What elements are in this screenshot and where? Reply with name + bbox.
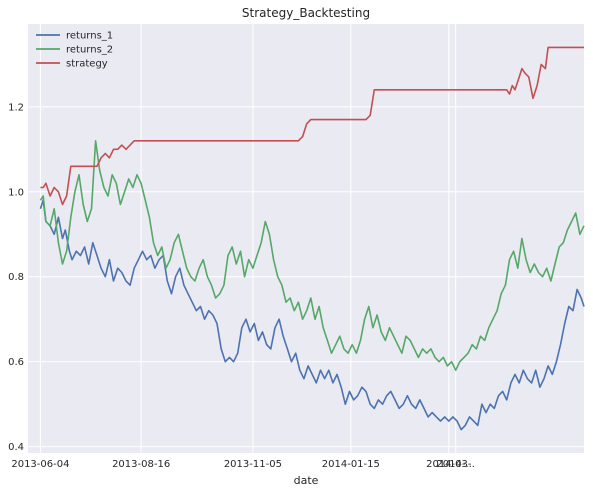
x-tick-labels: 2013-06-04 2013-08-16 2013-11-05 2014-01-15… [11,459,475,470]
series-line-returns-2 [39,140,585,372]
y-tick-label: 1.0 [8,187,24,198]
x-axis-label: date [294,474,319,487]
x-tick-label: 2013-11-05 [224,459,282,470]
y-tick-label: 0.4 [8,442,24,453]
chart-title: Strategy_Backtesting [242,6,370,20]
legend-label: returns_2 [66,45,113,56]
y-tick-label: 0.6 [8,357,24,368]
x-tick-label: 2014-03- [426,459,472,470]
legend-label: returns_1 [66,31,113,42]
x-tick-label: 2014-01-15 [322,459,380,470]
x-tick-label: 2013-06-04 [11,459,69,470]
y-tick-label: 0.8 [8,272,24,283]
y-tick-label: 1.2 [8,102,24,113]
y-tick-labels: 0.4 0.6 0.8 1.0 1.2 [8,102,24,453]
legend-label: strategy [66,59,108,70]
grid [28,24,584,453]
x-tick-label: 2014-... [436,459,475,470]
x-tick-label: 2013-08-16 [112,459,170,470]
series-line-returns-1 [39,199,585,431]
series-line-strategy [40,46,584,206]
series-lines [39,46,585,431]
legend: returns_1 returns_2 strategy [36,31,113,70]
plot-area [28,24,584,453]
